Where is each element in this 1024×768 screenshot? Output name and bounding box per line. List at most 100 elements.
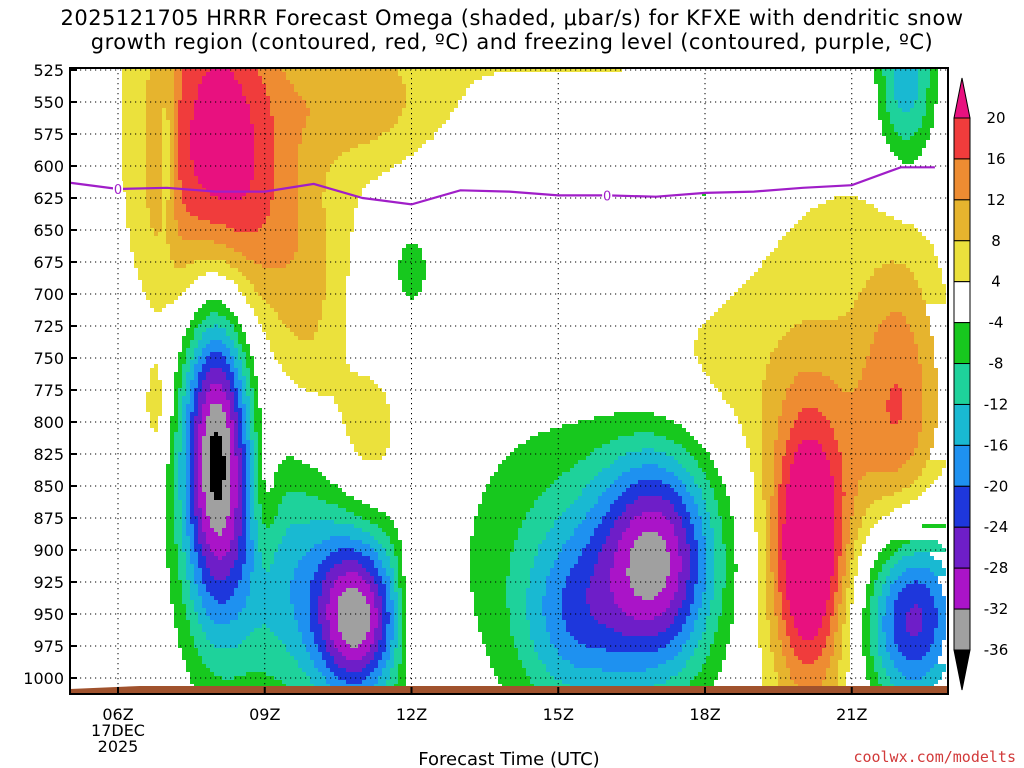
omega-cell — [602, 668, 646, 672]
omega-cell — [162, 116, 166, 120]
omega-cell — [830, 376, 862, 380]
omega-cell — [834, 512, 842, 516]
omega-cell — [206, 400, 230, 404]
omega-cell — [178, 220, 210, 224]
omega-cell — [262, 508, 278, 512]
omega-cell — [194, 172, 254, 176]
omega-cell — [338, 624, 370, 628]
omega-cell — [322, 624, 330, 628]
omega-cell — [922, 400, 938, 404]
omega-cell — [242, 252, 294, 256]
omega-cell — [642, 448, 654, 452]
omega-cell — [918, 440, 934, 444]
omega-cell — [362, 540, 378, 544]
omega-cell — [190, 132, 254, 136]
omega-cell — [174, 108, 178, 112]
omega-cell — [674, 528, 686, 532]
omega-cell — [370, 660, 378, 664]
omega-cell — [378, 640, 386, 644]
omega-cell — [686, 484, 698, 488]
omega-cell — [166, 228, 178, 232]
omega-cell — [850, 308, 926, 312]
omega-cell — [850, 524, 862, 528]
omega-cell — [362, 456, 382, 460]
omega-cell — [702, 664, 722, 668]
omega-cell — [254, 404, 258, 408]
omega-cell — [382, 528, 398, 532]
omega-cell — [482, 500, 534, 504]
omega-cell — [654, 616, 674, 620]
omega-cell — [630, 520, 670, 524]
omega-cell — [242, 88, 266, 92]
omega-cell — [854, 300, 926, 304]
omega-cell — [174, 524, 182, 528]
omega-cell — [190, 120, 250, 124]
omega-cell — [226, 460, 230, 464]
omega-cell — [174, 76, 182, 80]
omega-cell — [674, 616, 686, 620]
omega-cell — [898, 468, 922, 472]
omega-cell — [550, 572, 570, 576]
omega-cell — [210, 404, 222, 408]
omega-cell — [190, 536, 194, 540]
omega-cell — [578, 556, 598, 560]
omega-cell — [314, 664, 326, 668]
omega-cell — [266, 300, 322, 304]
omega-cell — [930, 76, 938, 80]
omega-cell — [858, 480, 914, 484]
omega-cell — [774, 604, 782, 608]
omega-cell — [306, 388, 382, 392]
omega-cell — [194, 332, 202, 336]
omega-cell — [670, 484, 686, 488]
omega-cell — [878, 576, 886, 580]
omega-cell — [782, 600, 790, 604]
omega-cell — [298, 152, 342, 156]
omega-cell — [698, 360, 770, 364]
omega-cell — [874, 588, 882, 592]
omega-cell — [194, 464, 198, 468]
omega-cell — [274, 308, 322, 312]
omega-cell — [698, 332, 786, 336]
omega-cell — [394, 616, 398, 620]
omega-cell — [918, 432, 934, 436]
omega-cell — [758, 592, 766, 596]
omega-cell — [882, 588, 890, 592]
omega-cell — [918, 360, 934, 364]
omega-cell — [166, 220, 178, 224]
omega-cell — [262, 564, 270, 568]
omega-cell — [246, 380, 250, 384]
omega-cell — [266, 524, 270, 528]
omega-cell — [774, 664, 786, 668]
omega-cell — [174, 436, 182, 440]
omega-cell — [194, 440, 198, 444]
omega-cell — [710, 484, 726, 488]
omega-cell — [254, 428, 262, 432]
omega-cell — [146, 192, 162, 196]
omega-cell — [186, 552, 190, 556]
omega-cell — [230, 540, 238, 544]
omega-cell — [126, 192, 146, 196]
omega-cell — [322, 628, 330, 632]
omega-cell — [838, 560, 846, 564]
omega-cell — [894, 92, 918, 96]
omega-cell — [714, 636, 730, 640]
omega-cell — [922, 428, 934, 432]
omega-cell — [834, 496, 842, 500]
omega-cell — [486, 648, 518, 652]
omega-cell — [402, 248, 422, 252]
omega-cell — [310, 620, 318, 624]
omega-cell — [214, 240, 298, 244]
omega-cell — [894, 492, 922, 496]
y-tick-label: 800 — [33, 413, 64, 432]
omega-cell — [326, 264, 350, 268]
omega-cell — [198, 92, 242, 96]
omega-cell — [174, 124, 178, 128]
omega-cell — [758, 620, 770, 624]
credit-text[interactable]: coolwx.com/modelts — [853, 748, 1016, 766]
omega-cell — [362, 552, 378, 556]
omega-cell — [622, 632, 658, 636]
omega-cell — [694, 348, 774, 352]
omega-cell — [198, 492, 206, 496]
omega-cell — [206, 416, 226, 420]
